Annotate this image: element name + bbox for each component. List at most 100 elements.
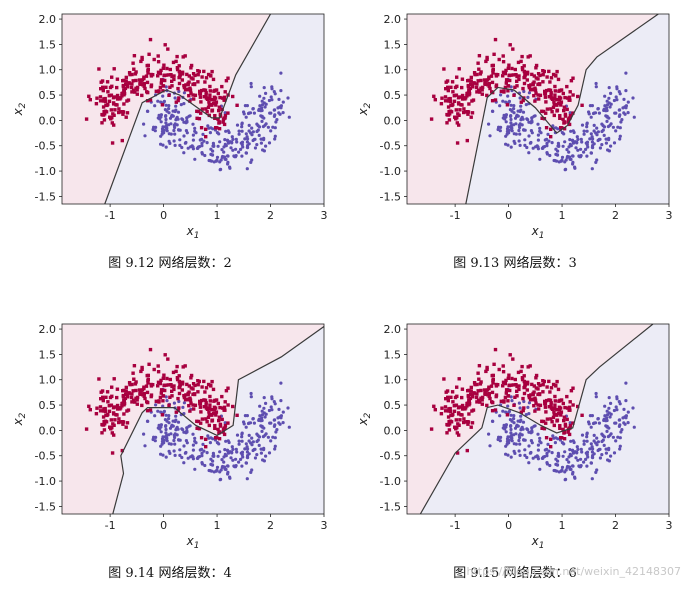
data-point — [527, 84, 531, 88]
data-point — [575, 135, 579, 139]
data-point — [189, 145, 193, 149]
data-point — [571, 403, 575, 407]
data-point — [163, 78, 167, 83]
data-point — [467, 93, 471, 97]
data-point — [529, 430, 533, 434]
data-point — [503, 395, 508, 400]
data-point — [597, 137, 601, 142]
data-point — [504, 113, 508, 117]
data-point — [485, 403, 489, 408]
data-point — [247, 123, 251, 127]
data-point — [182, 151, 186, 155]
data-point — [487, 82, 491, 86]
data-point — [215, 155, 220, 159]
data-point — [509, 85, 513, 89]
data-point — [217, 127, 222, 131]
data-point — [207, 423, 211, 428]
data-point — [585, 143, 589, 147]
data-point — [553, 403, 557, 407]
data-point — [506, 399, 510, 403]
data-point — [561, 144, 565, 148]
data-point — [184, 120, 188, 124]
data-point — [99, 390, 103, 394]
data-point — [449, 395, 453, 399]
data-point — [174, 369, 178, 374]
data-point — [184, 393, 188, 397]
data-point — [597, 421, 601, 425]
data-point — [617, 418, 621, 422]
data-point — [479, 78, 483, 83]
data-point — [152, 57, 156, 62]
data-point — [552, 423, 556, 428]
data-point — [175, 115, 179, 119]
data-point — [501, 74, 505, 78]
data-point — [101, 99, 106, 103]
data-point — [550, 97, 555, 101]
data-point — [509, 145, 513, 149]
data-point — [465, 94, 469, 98]
data-point — [158, 85, 163, 90]
data-point — [121, 393, 125, 398]
data-point — [433, 98, 437, 102]
data-point — [200, 447, 204, 451]
data-point — [169, 132, 173, 136]
data-point — [556, 459, 560, 463]
data-point — [183, 141, 187, 145]
data-point — [568, 113, 573, 118]
data-point — [501, 384, 505, 388]
data-point — [520, 376, 525, 380]
data-point — [258, 94, 262, 98]
data-point — [219, 477, 223, 481]
data-point — [193, 383, 197, 388]
data-point — [451, 400, 455, 404]
data-point — [174, 410, 178, 414]
data-point — [175, 364, 179, 369]
data-point — [223, 116, 227, 120]
data-point — [260, 119, 264, 123]
data-point — [164, 85, 168, 89]
data-point — [110, 385, 114, 389]
data-point — [233, 465, 238, 469]
data-point — [502, 90, 506, 94]
data-point — [509, 103, 513, 107]
data-point — [576, 94, 580, 99]
data-point — [595, 436, 599, 440]
data-point — [149, 84, 153, 89]
data-point — [607, 136, 611, 140]
data-point — [536, 443, 540, 447]
data-point — [593, 421, 598, 425]
data-point — [504, 378, 508, 383]
data-point — [554, 159, 559, 163]
data-point — [156, 364, 160, 368]
data-point — [159, 68, 163, 73]
data-point — [503, 381, 507, 386]
data-point — [612, 141, 617, 145]
data-point — [494, 84, 498, 89]
data-point — [202, 405, 206, 409]
data-point — [527, 151, 531, 155]
data-point — [474, 85, 479, 90]
data-point — [210, 153, 215, 157]
y-tick-label: -0.5 — [35, 450, 56, 463]
data-point — [130, 400, 134, 404]
data-point — [576, 447, 580, 451]
data-point — [614, 111, 618, 115]
figure-caption: 图 9.12 网络层数：2 — [108, 256, 232, 271]
data-point — [218, 95, 222, 100]
data-point — [185, 72, 189, 77]
data-point — [533, 99, 537, 103]
data-point — [592, 452, 596, 456]
data-point — [184, 83, 188, 87]
data-point — [443, 99, 448, 103]
data-point — [169, 424, 174, 429]
data-point — [279, 416, 283, 420]
data-point — [208, 89, 212, 93]
data-point — [223, 113, 228, 118]
data-point — [543, 405, 548, 409]
data-point — [211, 411, 216, 416]
data-point — [565, 96, 570, 100]
data-point — [574, 146, 578, 150]
data-point — [273, 423, 277, 427]
data-point — [595, 126, 599, 130]
data-point — [469, 75, 473, 80]
